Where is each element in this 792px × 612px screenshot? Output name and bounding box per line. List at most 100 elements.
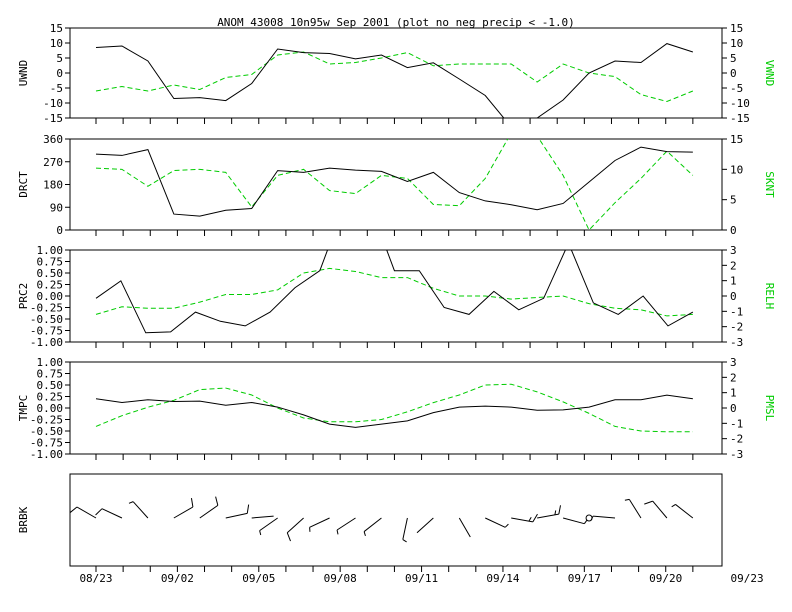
wind-barb — [402, 517, 408, 543]
barb-half-flag — [336, 529, 339, 535]
wind-barb — [644, 500, 668, 519]
right-tick-label: -1 — [730, 305, 743, 318]
right-tick-label: -1 — [730, 417, 743, 430]
right-tick-label: -2 — [730, 433, 743, 446]
barb-staff — [675, 504, 694, 519]
barb-half-flag — [590, 515, 594, 521]
barb-staff — [628, 499, 642, 519]
left-tick-label: 0.75 — [37, 368, 64, 381]
right-tick-label: 0 — [730, 67, 737, 80]
barb-half-flag — [363, 531, 366, 536]
left-tick-label: 0.50 — [37, 379, 64, 392]
left-tick-label: -5 — [50, 82, 63, 95]
left-tick-label: -10 — [43, 97, 63, 110]
right-tick-label: 15 — [730, 133, 743, 146]
wind-barb — [173, 498, 194, 519]
barb-staff — [416, 517, 434, 534]
barb-flag — [69, 506, 78, 514]
right-tick-label: 2 — [730, 259, 737, 272]
barb-staff — [485, 517, 506, 528]
wind-barb — [225, 504, 250, 519]
barb-flag — [246, 504, 250, 514]
x-tick-label: 09/11 — [405, 572, 438, 585]
left-axis-label: TMPC — [17, 395, 30, 422]
barb-half-flag — [259, 530, 262, 536]
left-tick-label: 0.50 — [37, 267, 64, 280]
left-tick-label: 90 — [50, 201, 63, 214]
right-tick-label: 10 — [730, 37, 743, 50]
left-tick-label: 0.00 — [37, 290, 64, 303]
barb-half-flag — [528, 517, 532, 522]
wind-barb — [562, 517, 588, 525]
wind-barb — [458, 517, 471, 538]
left-axis-label: UWND — [17, 60, 30, 87]
wind-barb — [336, 517, 356, 535]
x-tick-label: 09/23 — [731, 572, 764, 585]
wind-barb — [309, 517, 330, 532]
panel-tmpc: TMPC PMSL 1.000.750.500.250.00-0.25-0.50-0… — [17, 356, 776, 461]
left-axis-label: DRCT — [17, 171, 30, 198]
panel-drct: DRCT SKNT 360 270 180 90 0 15 10 5 0 — [17, 133, 776, 237]
wind-barb — [251, 515, 274, 519]
series-drct — [95, 146, 693, 217]
barb-staff — [402, 517, 408, 540]
barb-staff — [199, 504, 219, 519]
barb-staff — [251, 515, 274, 519]
barb-staff — [458, 517, 471, 538]
right-tick-label: -3 — [730, 336, 743, 349]
barb-flag — [644, 500, 653, 505]
wind-barb — [671, 504, 694, 519]
left-tick-label: 1.00 — [37, 244, 64, 257]
left-tick-label: -15 — [43, 112, 63, 125]
series-tmpc — [95, 394, 693, 428]
barb-staff — [225, 512, 248, 519]
right-tick-label: 1 — [730, 387, 737, 400]
right-tick-label: -2 — [730, 321, 743, 334]
left-tick-label: -1.00 — [30, 336, 63, 349]
barb-staff — [562, 517, 585, 525]
barb-flag — [286, 532, 291, 542]
right-tick-label: -5 — [730, 82, 743, 95]
right-tick-label: 15 — [730, 22, 743, 35]
barb-flag — [95, 508, 103, 516]
x-tick-label: 09/05 — [242, 572, 275, 585]
barb-half-flag — [671, 504, 676, 508]
x-tick-label: 09/17 — [568, 572, 601, 585]
series-prc2 — [95, 250, 694, 334]
right-tick-label: 10 — [730, 163, 743, 176]
x-tick-label: 08/23 — [79, 572, 112, 585]
left-tick-label: 0 — [56, 224, 63, 237]
x-tick-label: 09/14 — [486, 572, 519, 585]
right-tick-label: 1 — [730, 275, 737, 288]
wind-barb — [199, 496, 219, 519]
barb-staff — [259, 517, 278, 532]
left-tick-label: 0 — [56, 67, 63, 80]
barb-flag — [558, 505, 561, 515]
panel-frame — [69, 249, 723, 343]
barb-staff — [173, 506, 194, 519]
barb-staff — [76, 506, 97, 519]
right-axis-label: RELH — [763, 283, 776, 310]
barb-staff — [537, 513, 559, 519]
series-relh — [95, 267, 693, 317]
wind-barb — [363, 517, 382, 536]
right-axis-label: VWND — [763, 60, 776, 87]
left-tick-label: 5 — [56, 52, 63, 65]
barb-half-flag — [402, 539, 407, 543]
right-tick-label: 0 — [730, 402, 737, 415]
wind-barb — [485, 517, 509, 528]
left-tick-label: 15 — [50, 22, 63, 35]
barb-staff — [593, 515, 616, 519]
barb-staff — [363, 517, 382, 532]
right-tick-label: 5 — [730, 52, 737, 65]
panel-frame — [69, 473, 723, 567]
right-tick-label: -3 — [730, 448, 743, 461]
left-tick-label: 0.00 — [37, 402, 64, 415]
left-tick-label: 0.25 — [37, 279, 64, 292]
left-tick-label: 360 — [43, 133, 63, 146]
barb-half-flag — [128, 501, 134, 504]
left-tick-label: 0.75 — [37, 256, 64, 269]
barb-half-flag — [624, 498, 630, 501]
barb-half-flag — [583, 519, 588, 524]
